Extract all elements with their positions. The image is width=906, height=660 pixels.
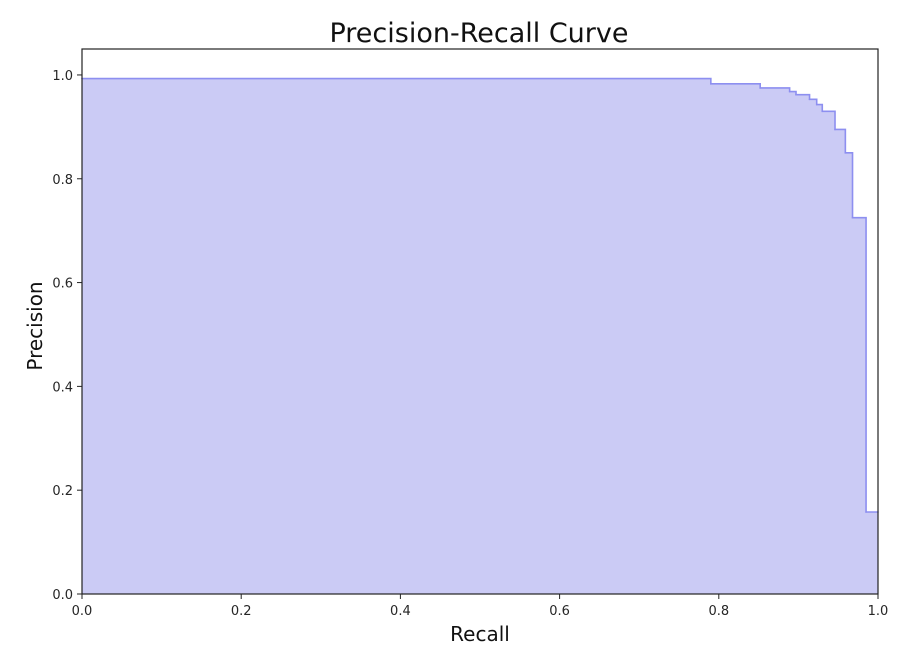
x-tick-label: 1.0	[868, 604, 889, 619]
y-tick-label: 0.6	[52, 277, 73, 292]
pr-point	[710, 82, 712, 85]
pr-point	[808, 98, 811, 101]
pr-point	[851, 216, 854, 219]
pr-point	[795, 93, 797, 96]
y-tick-label: 1.0	[52, 69, 73, 84]
pr-area-fill	[82, 78, 878, 595]
x-tick-label: 0.6	[549, 604, 570, 619]
axes-layer: 0.0 0.2 0.4 0.6 0.8 1.0 0.0 0.2 0.4 0.6 0.8 1.0	[52, 48, 889, 619]
plot-frame	[81, 48, 879, 595]
pr-point	[759, 87, 761, 89]
y-tick-label: 0.4	[52, 380, 73, 395]
x-tick-label: 0.4	[390, 604, 411, 619]
pr-point	[865, 511, 867, 513]
y-tick-label: 0.2	[52, 484, 73, 499]
x-tick-label: 0.2	[231, 604, 252, 619]
pr-point	[815, 103, 818, 106]
y-tick-label: 0.8	[52, 173, 73, 188]
pr-point	[788, 90, 791, 93]
pr-point	[834, 128, 836, 131]
pr-point	[821, 110, 824, 113]
pr-point	[844, 152, 847, 154]
y-axis-label: Precision	[23, 281, 47, 370]
x-tick-label: 0.0	[72, 604, 93, 619]
chart-title: Precision-Recall Curve	[329, 18, 628, 49]
y-tick-label: 0.0	[52, 588, 73, 603]
plot-layer	[81, 77, 879, 595]
x-tick-label: 0.8	[708, 604, 729, 619]
x-axis-label: Recall	[450, 622, 510, 646]
